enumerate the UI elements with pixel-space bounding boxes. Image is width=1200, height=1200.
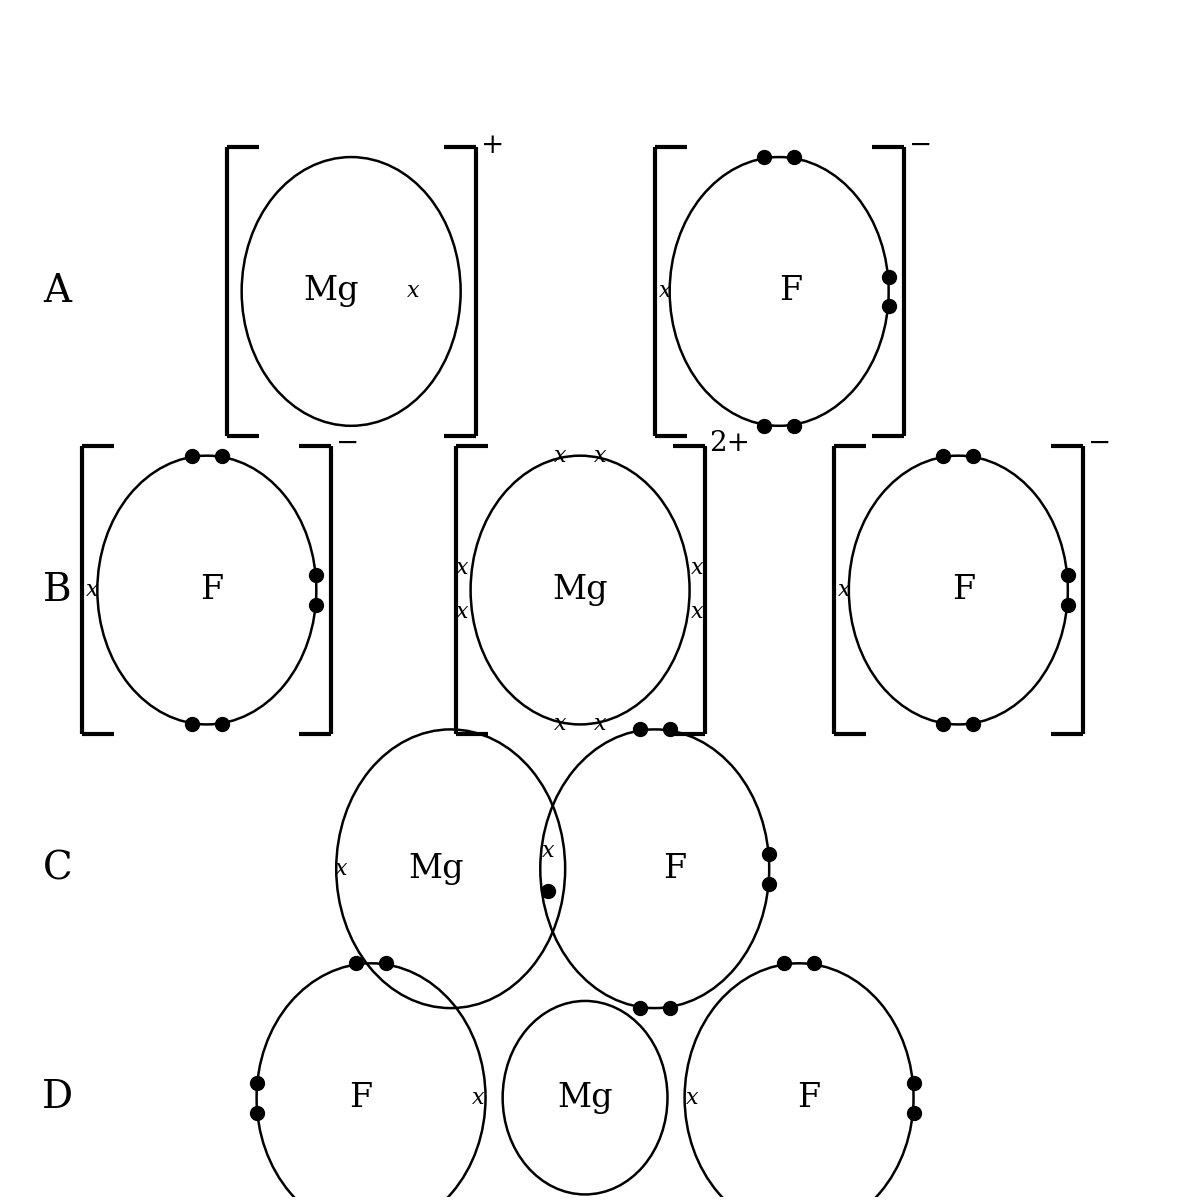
Point: [804, 954, 823, 973]
Point: [247, 1073, 266, 1092]
Text: −: −: [1087, 431, 1111, 457]
Text: F: F: [349, 1081, 373, 1114]
Text: Mg: Mg: [557, 1081, 613, 1114]
Text: +: +: [480, 132, 504, 158]
Text: 2+: 2+: [709, 431, 750, 457]
Text: x: x: [86, 580, 98, 601]
Text: C: C: [43, 851, 72, 887]
Point: [880, 296, 899, 316]
Point: [630, 998, 649, 1018]
Point: [182, 446, 202, 466]
Text: B: B: [43, 571, 72, 608]
Text: −: −: [336, 431, 360, 457]
Text: x: x: [686, 1087, 698, 1109]
Text: x: x: [691, 557, 703, 580]
Point: [660, 720, 679, 739]
Point: [182, 715, 202, 734]
Text: F: F: [780, 276, 803, 307]
Text: Mg: Mg: [552, 574, 608, 606]
Point: [538, 881, 557, 900]
Point: [880, 266, 899, 286]
Text: F: F: [664, 853, 686, 884]
Text: x: x: [407, 281, 419, 302]
Point: [212, 715, 232, 734]
Text: x: x: [554, 714, 566, 736]
Text: Mg: Mg: [408, 853, 463, 884]
Point: [1058, 595, 1078, 614]
Text: Mg: Mg: [304, 276, 359, 307]
Point: [247, 1103, 266, 1122]
Text: D: D: [42, 1079, 73, 1116]
Text: x: x: [472, 1087, 485, 1109]
Point: [1058, 565, 1078, 584]
Point: [212, 446, 232, 466]
Text: −: −: [908, 132, 932, 158]
Text: x: x: [594, 445, 606, 467]
Point: [774, 954, 793, 973]
Text: F: F: [952, 574, 974, 606]
Text: F: F: [798, 1081, 821, 1114]
Point: [377, 954, 396, 973]
Point: [785, 416, 804, 436]
Point: [755, 416, 774, 436]
Point: [964, 715, 983, 734]
Point: [307, 565, 326, 584]
Point: [964, 446, 983, 466]
Text: x: x: [541, 840, 554, 862]
Text: A: A: [43, 272, 72, 310]
Point: [904, 1073, 923, 1092]
Point: [785, 148, 804, 167]
Text: x: x: [594, 714, 606, 736]
Text: x: x: [456, 601, 469, 623]
Text: F: F: [200, 574, 223, 606]
Point: [934, 446, 953, 466]
Point: [660, 998, 679, 1018]
Point: [760, 845, 779, 864]
Point: [307, 595, 326, 614]
Text: x: x: [335, 858, 348, 880]
Text: x: x: [554, 445, 566, 467]
Point: [934, 715, 953, 734]
Point: [630, 720, 649, 739]
Text: x: x: [691, 601, 703, 623]
Text: x: x: [838, 580, 850, 601]
Point: [755, 148, 774, 167]
Text: x: x: [456, 557, 469, 580]
Point: [760, 874, 779, 893]
Point: [347, 954, 366, 973]
Point: [904, 1103, 923, 1122]
Text: x: x: [659, 281, 671, 302]
